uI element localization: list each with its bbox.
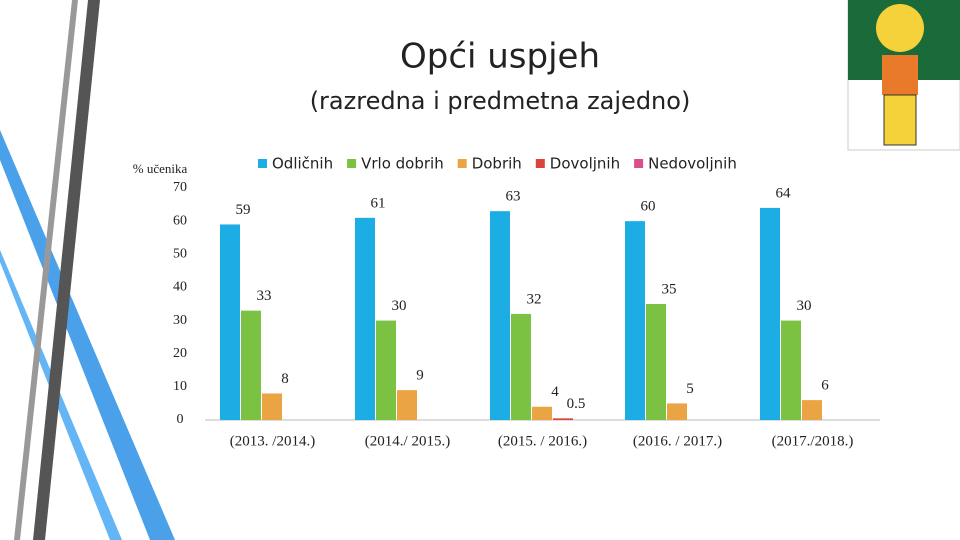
data-label: 4 [551,384,559,400]
data-label: 35 [662,281,677,297]
bar [667,403,687,420]
clipart [847,0,960,151]
bar [553,418,573,420]
legend-swatch [347,159,357,168]
data-label: 63 [506,189,521,205]
data-label: 0.5 [567,396,586,412]
bar [760,207,780,420]
data-label: 64 [776,185,792,201]
bar [376,320,396,420]
y-tick-label: 40 [173,280,187,295]
data-label: 59 [236,202,251,218]
legend-label: Nedovoljnih [648,155,737,173]
y-tick-label: 70 [173,180,187,195]
bar [646,304,666,420]
bar [241,310,261,420]
x-tick-label: (2014./ 2015.) [365,433,450,449]
decor-stripe [14,0,78,540]
legend-swatch [634,159,644,168]
y-tick-label: 0 [177,412,184,427]
data-label: 8 [281,371,289,387]
legend-swatch [535,159,545,168]
y-tick-label: 10 [173,379,187,394]
bar [532,406,552,420]
decor-stripe [0,250,122,540]
data-label: 9 [416,368,424,384]
data-label: 6 [821,378,829,394]
data-label: 60 [641,199,656,215]
decor-stripe [33,0,100,540]
y-axis-label: % učenika [133,161,188,176]
bar [802,400,822,420]
data-label: 61 [371,195,386,211]
y-tick-label: 50 [173,247,187,262]
data-label: 33 [257,288,272,304]
legend-label: Odličnih [272,155,333,173]
y-tick-label: 30 [173,313,187,328]
legend-label: Dobrih [472,155,522,173]
bar [220,224,240,420]
bar [262,393,282,420]
data-label: 30 [392,298,407,314]
chart-subtitle: (razredna i predmetna zajedno) [310,87,691,115]
bar [397,390,417,420]
bar [625,221,645,420]
data-label: 30 [797,298,812,314]
bar [781,320,801,420]
x-tick-label: (2016. / 2017.) [633,433,722,449]
data-label: 5 [686,381,694,397]
legend-label: Dovoljnih [550,155,620,173]
chart-title: Opći uspjeh [400,37,600,77]
legend-label: Vrlo dobrih [361,155,444,173]
y-tick-label: 60 [173,213,187,228]
decor-stripe [0,130,175,540]
legend-swatch [457,159,467,168]
bar [490,211,510,420]
legend-swatch [258,159,267,168]
data-label: 32 [527,291,542,307]
y-tick-label: 20 [173,346,187,361]
x-tick-label: (2013. /2014.) [230,433,315,449]
x-tick-label: (2017./2018.) [772,433,854,449]
bar [511,313,531,420]
bar [355,217,375,420]
x-tick-label: (2015. / 2016.) [498,433,587,449]
